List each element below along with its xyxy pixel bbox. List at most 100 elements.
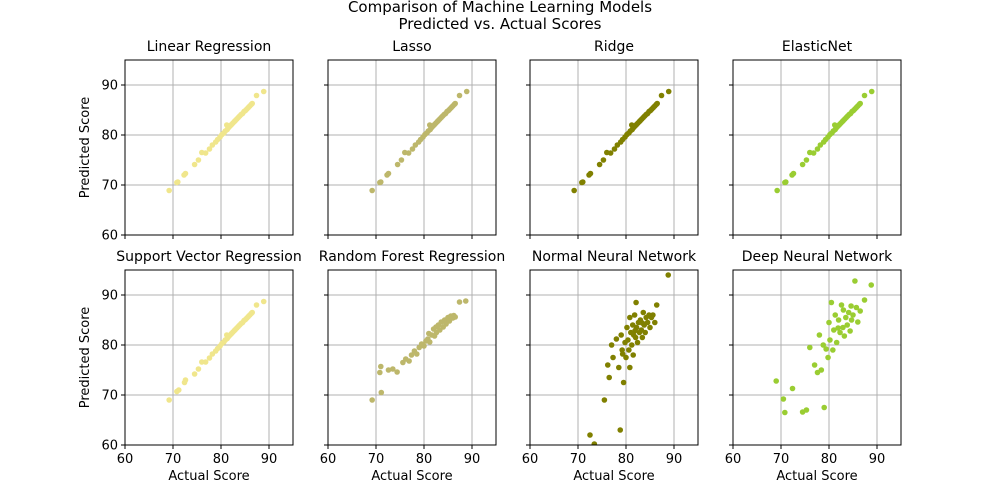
data-point: [639, 334, 646, 341]
points-lasso: [369, 88, 470, 194]
data-point: [166, 187, 172, 194]
plot-frame: [529, 59, 699, 236]
data-point: [840, 324, 846, 331]
data-point: [823, 346, 829, 352]
x-tick-label: 60: [725, 452, 742, 467]
plot-frame: [124, 269, 294, 446]
data-point: [601, 397, 608, 403]
data-point: [613, 336, 620, 342]
data-point: [202, 150, 209, 156]
data-point: [848, 303, 854, 309]
data-point: [658, 92, 665, 99]
data-point: [820, 342, 827, 348]
points-ridge: [571, 88, 672, 194]
data-point: [835, 317, 842, 323]
data-point: [253, 92, 260, 99]
data-point: [816, 332, 823, 338]
data-point: [855, 319, 861, 325]
x-tick-label: 90: [261, 452, 278, 467]
data-point: [182, 377, 189, 383]
data-point: [249, 309, 255, 316]
panel-elasticnet: ElasticNet: [729, 39, 902, 239]
data-point: [253, 302, 260, 308]
data-point: [861, 297, 868, 303]
data-point: [462, 298, 469, 304]
data-point: [650, 312, 656, 318]
data-point: [807, 344, 813, 351]
data-point: [587, 170, 594, 177]
data-point: [644, 319, 651, 326]
data-point: [628, 342, 635, 348]
data-point: [789, 385, 796, 392]
data-point: [799, 161, 806, 168]
data-point: [833, 339, 840, 346]
panel-title: Ridge: [594, 39, 634, 55]
data-point: [790, 170, 797, 177]
data-point: [390, 366, 396, 372]
data-point: [627, 314, 633, 321]
data-point: [591, 441, 598, 445]
data-point: [587, 432, 593, 438]
data-point: [827, 337, 833, 343]
x-tick-label: 60: [117, 452, 134, 467]
data-point: [826, 319, 832, 326]
panel-title: Linear Regression: [147, 39, 272, 55]
data-point: [780, 396, 787, 402]
data-point: [832, 312, 839, 318]
data-point: [837, 329, 843, 336]
data-point: [620, 379, 627, 386]
x-tick-label: 80: [213, 452, 230, 467]
data-point: [378, 179, 384, 185]
panel-title: Lasso: [392, 39, 432, 55]
data-point: [377, 369, 383, 376]
data-point: [774, 187, 780, 194]
data-point: [610, 354, 616, 361]
data-point: [378, 389, 385, 396]
plot-frame: [732, 59, 902, 236]
points-elasticnet: [774, 88, 875, 194]
data-point: [580, 179, 586, 185]
data-point: [626, 347, 632, 353]
data-point: [406, 358, 412, 364]
data-point: [861, 92, 868, 99]
data-point: [852, 278, 858, 284]
y-tick-label: 80: [101, 339, 118, 354]
plot-frame: [529, 269, 699, 446]
y-axis-label: Predicted Score: [78, 97, 93, 199]
panel-lasso: Lasso: [324, 39, 497, 239]
x-axis-label: Actual Score: [573, 469, 654, 484]
data-point: [632, 327, 638, 334]
data-point: [818, 367, 825, 373]
panel-normal-neural-network: 60 70 80 90 Normal Neural Network Actual Scor…: [522, 249, 699, 484]
panel-grid: 60 70 80 90 Linear Regression Predicted Score…: [78, 39, 902, 484]
x-tick-label: 90: [464, 452, 481, 467]
data-point: [835, 325, 841, 331]
data-point: [260, 88, 267, 95]
data-point: [850, 312, 856, 318]
data-point: [814, 146, 821, 152]
data-point: [378, 363, 384, 370]
points-normal-neural-network: [587, 272, 672, 445]
data-point: [633, 299, 639, 306]
data-point: [631, 312, 638, 318]
plot-frame: [327, 269, 497, 446]
data-point: [848, 317, 855, 323]
data-point: [627, 364, 633, 371]
data-point: [385, 170, 392, 177]
panel-deep-neural-network: 60 70 80 90 Deep Neural Network Actual Score: [725, 249, 902, 484]
data-point: [857, 100, 863, 107]
data-point: [803, 407, 810, 413]
data-point: [841, 333, 848, 339]
data-point: [654, 100, 660, 107]
data-point: [847, 328, 853, 334]
x-tick-label: 80: [821, 452, 838, 467]
panel-ridge: Ridge: [526, 39, 699, 239]
data-point: [195, 157, 202, 163]
data-point: [199, 359, 205, 365]
data-point: [838, 302, 845, 308]
y-tick-label: 60: [101, 229, 118, 244]
data-point: [623, 354, 629, 361]
data-point: [175, 387, 182, 393]
x-tick-label: 70: [570, 452, 587, 467]
